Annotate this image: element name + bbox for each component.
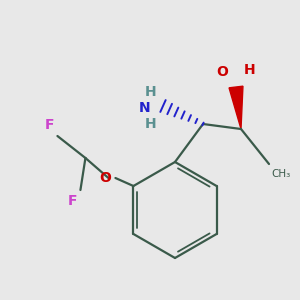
Text: O: O <box>216 65 228 79</box>
Text: F: F <box>45 118 54 132</box>
Text: N: N <box>139 101 151 115</box>
Text: H: H <box>145 117 157 131</box>
Polygon shape <box>229 86 243 129</box>
Text: CH₃: CH₃ <box>271 169 290 179</box>
Text: F: F <box>68 194 77 208</box>
Text: O: O <box>100 171 111 185</box>
Text: H: H <box>145 85 157 99</box>
Text: H: H <box>244 63 256 77</box>
